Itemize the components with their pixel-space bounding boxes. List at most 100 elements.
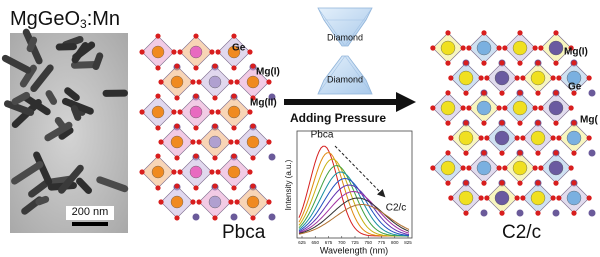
atom: [495, 71, 509, 85]
oxygen: [177, 169, 182, 174]
oxygen: [196, 199, 201, 204]
oxygen: [463, 120, 468, 125]
atom: [495, 191, 509, 205]
oxygen: [209, 49, 214, 54]
oxygen: [535, 60, 540, 65]
oxygen: [571, 60, 576, 65]
oxygen: [171, 49, 176, 54]
atom: [531, 131, 545, 145]
oxygen: [551, 195, 556, 200]
atom: [441, 161, 455, 175]
oxygen: [448, 135, 453, 140]
atom-label: Ge: [232, 43, 246, 54]
atom: [531, 71, 545, 85]
oxygen: [139, 109, 144, 114]
oxygen: [215, 109, 220, 114]
oxygen: [193, 65, 198, 70]
atom-label: Mg(II): [250, 98, 277, 109]
oxygen: [571, 180, 576, 185]
oxygen: [463, 180, 468, 185]
ge-atom: [269, 214, 276, 221]
pbca-structure: [139, 33, 275, 220]
atom: [171, 76, 183, 88]
phase-label: C2/c: [502, 222, 541, 243]
page: MgGeO3:Mn 200 nm Ge Mg(I) Mg(II) Pbca Di…: [0, 0, 600, 257]
oxygen: [231, 93, 236, 98]
oxygen: [247, 109, 252, 114]
oxygen: [463, 91, 468, 96]
ge-atom: [269, 154, 276, 161]
atom: [209, 76, 221, 88]
atom: [459, 131, 473, 145]
oxygen: [266, 79, 271, 84]
atom: [513, 161, 527, 175]
oxygen: [553, 150, 558, 155]
atom-label: Mg(I): [564, 47, 588, 58]
atom: [152, 106, 164, 118]
oxygen: [234, 79, 239, 84]
oxygen: [538, 45, 543, 50]
arrow-head: [396, 92, 416, 112]
oxygen: [177, 49, 182, 54]
oxygen: [538, 105, 543, 110]
oxygen: [502, 165, 507, 170]
oxygen: [155, 33, 160, 38]
scale-bar: [72, 222, 108, 226]
y-label: Intensity (a.u.): [284, 159, 293, 210]
oxygen: [196, 139, 201, 144]
oxygen: [587, 195, 592, 200]
oxygen: [171, 169, 176, 174]
atom: [567, 131, 581, 145]
atom: [190, 106, 202, 118]
oxygen: [515, 195, 520, 200]
atom: [513, 101, 527, 115]
oxygen: [479, 195, 484, 200]
oxygen: [484, 75, 489, 80]
oxygen: [247, 49, 252, 54]
oxygen: [228, 139, 233, 144]
oxygen: [551, 75, 556, 80]
x-tick-label: 800: [391, 240, 399, 245]
oxygen: [466, 105, 471, 110]
x-label: Wavelength (nm): [320, 245, 388, 255]
oxygen: [171, 109, 176, 114]
atom: [513, 41, 527, 55]
oxygen: [553, 90, 558, 95]
c2c-structure: [430, 30, 595, 216]
oxygen: [196, 79, 201, 84]
oxygen: [234, 139, 239, 144]
oxygen: [461, 45, 466, 50]
atom: [190, 46, 202, 58]
oxygen: [212, 155, 217, 160]
atom: [171, 196, 183, 208]
oxygen: [535, 180, 540, 185]
oxygen: [515, 135, 520, 140]
oxygen: [174, 155, 179, 160]
oxygen: [190, 199, 195, 204]
atom: [247, 76, 259, 88]
oxygen: [479, 135, 484, 140]
atom: [549, 41, 563, 55]
oxygen: [212, 215, 217, 220]
oxygen: [231, 33, 236, 38]
ge-atom: [193, 214, 200, 221]
oxygen: [556, 75, 561, 80]
oxygen: [587, 135, 592, 140]
oxygen: [212, 123, 217, 128]
nanorod: [56, 43, 77, 51]
oxygen: [520, 75, 525, 80]
oxygen: [193, 33, 198, 38]
oxygen: [535, 211, 540, 216]
oxygen: [553, 181, 558, 186]
oxygen: [250, 215, 255, 220]
atom: [209, 136, 221, 148]
oxygen: [212, 95, 217, 100]
oxygen: [174, 183, 179, 188]
oxygen: [481, 30, 486, 35]
oxygen: [247, 169, 252, 174]
atom: [171, 136, 183, 148]
oxygen: [177, 109, 182, 114]
atom: [209, 196, 221, 208]
atom-label: Ge: [568, 82, 582, 93]
atom-label: Mg(I): [256, 67, 280, 78]
